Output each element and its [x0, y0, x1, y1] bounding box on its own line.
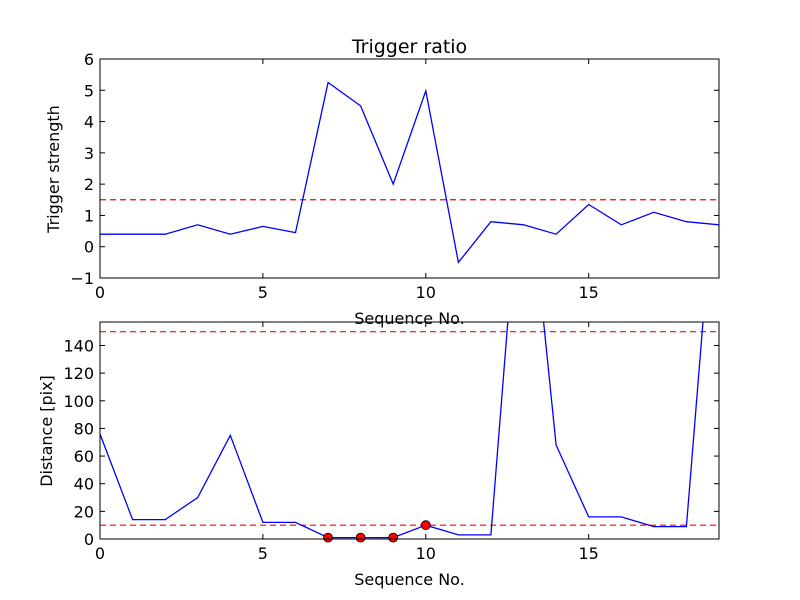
x-tick-label: 0 — [95, 283, 105, 302]
y-tick-label: 20 — [74, 502, 94, 521]
axes-frame — [99, 321, 720, 540]
x-tick-label: 5 — [258, 283, 268, 302]
y-tick-label: 140 — [63, 336, 94, 355]
y-tick-label: 3 — [84, 144, 94, 163]
data-marker — [355, 532, 366, 543]
x-tick-label: 0 — [95, 544, 105, 563]
y-tick-label: 0 — [84, 238, 94, 257]
x-tick-label: 10 — [416, 283, 436, 302]
y-tick-label: 5 — [84, 81, 94, 100]
y-tick-label: 120 — [63, 364, 94, 383]
data-marker — [388, 532, 399, 543]
plot-area — [100, 322, 719, 539]
y-tick-label: −1 — [70, 269, 94, 288]
x-axis-label: Sequence No. — [354, 309, 465, 328]
axes-frame — [99, 58, 720, 279]
y-axis-label: Distance [pix] — [37, 375, 56, 487]
x-axis-label: Sequence No. — [354, 570, 465, 589]
y-axis-label: Trigger strength — [44, 105, 63, 234]
distance-plot: Sequence No. Distance [pix] 0 5 10 15 0 20 40 6… — [37, 321, 720, 589]
x-tick-label: 15 — [579, 544, 599, 563]
plot-title: Trigger ratio — [351, 36, 467, 58]
series-line — [100, 81, 719, 264]
x-tick-label: 15 — [579, 283, 599, 302]
y-tick-label: 40 — [74, 475, 94, 494]
trigger-ratio-plot: Trigger ratio Sequence No. Trigger stren… — [44, 36, 720, 328]
x-tick-label: 5 — [258, 544, 268, 563]
y-tick-label: 2 — [84, 175, 94, 194]
y-tick-label: 0 — [84, 530, 94, 549]
y-tick-label: 60 — [74, 447, 94, 466]
y-tick-label: 1 — [84, 206, 94, 225]
y-tick-label: 100 — [63, 392, 94, 411]
y-tick-label: 6 — [84, 50, 94, 69]
x-tick-label: 10 — [416, 544, 436, 563]
data-marker — [323, 532, 333, 543]
plot-area — [100, 81, 719, 264]
series-line — [100, 322, 704, 539]
data-marker — [420, 520, 431, 531]
y-tick-label: 4 — [84, 113, 94, 132]
y-tick-label: 80 — [74, 419, 94, 438]
